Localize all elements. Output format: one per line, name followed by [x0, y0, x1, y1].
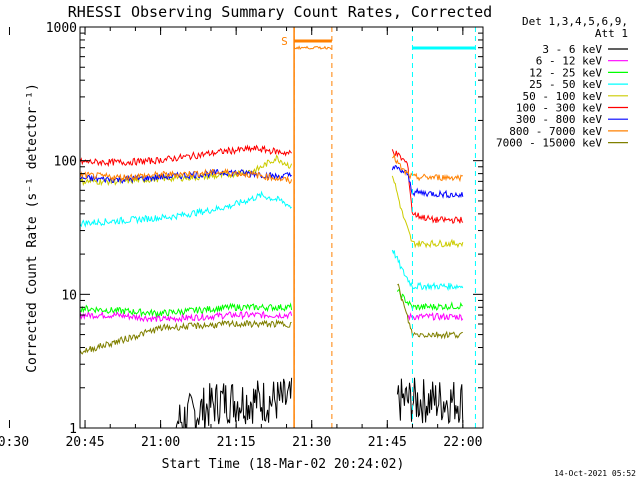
series-100-300-kev	[80, 144, 464, 224]
series-7000-15000-kev	[80, 283, 463, 355]
series-line	[391, 164, 464, 199]
x-tick-label: 21:30	[292, 435, 331, 450]
series-line	[397, 283, 463, 340]
series-line	[293, 45, 332, 50]
plot-frame	[79, 26, 484, 429]
series-6-12-kev	[80, 310, 464, 323]
x-tick-label: 22:00	[443, 435, 482, 450]
legend-entry-label: 300 - 800 keV	[516, 113, 602, 126]
y-tick-label: 1000	[46, 21, 77, 36]
legend-header: Att 1	[595, 27, 628, 40]
state-flag: S	[281, 35, 332, 48]
series-line	[391, 149, 464, 224]
x-tick-label: 20:30	[0, 435, 29, 450]
series-line	[391, 175, 464, 249]
x-tick-label: 21:45	[368, 435, 407, 450]
series-line	[175, 377, 293, 428]
series-line	[391, 249, 464, 292]
y-axis-label: Corrected Count Rate (s⁻¹ detector⁻¹)	[25, 83, 40, 373]
series-12-25-kev	[80, 289, 463, 319]
chart-title: RHESSI Observing Summary Count Rates, Co…	[68, 3, 492, 21]
legend-entry-label: 3 - 6 keV	[542, 43, 602, 56]
series-line	[391, 153, 464, 183]
series-line	[407, 311, 464, 322]
y-tick-label: 1	[69, 422, 77, 437]
x-tick-label: 20:45	[65, 435, 104, 450]
legend-entry-label: 25 - 50 keV	[529, 78, 602, 91]
legend-entry-label: 7000 - 15000 keV	[496, 137, 602, 150]
y-tick-label: 100	[54, 155, 77, 170]
series-line	[80, 302, 293, 319]
x-tick-label: 21:15	[217, 435, 256, 450]
x-axis-label: Start Time (18-Mar-02 20:24:02)	[162, 457, 405, 472]
x-tick-label: 21:00	[141, 435, 180, 450]
legend-header: Det 1,3,4,5,6,9,	[522, 15, 628, 28]
series-line	[396, 289, 463, 311]
legend-entry-label: 12 - 25 keV	[529, 66, 602, 79]
series-line	[80, 318, 292, 355]
legend-entry-label: 50 - 100 keV	[523, 90, 603, 103]
plot-contents: NS	[80, 27, 476, 428]
plot-area: NS	[80, 27, 476, 428]
series-line	[80, 190, 292, 228]
axis-ticks: 20:30 20:45 21:00 21:15 21:30 21:45 22:00 1 10 10…	[0, 21, 483, 450]
series-line	[80, 310, 293, 323]
legend-entry-label: 6 - 12 keV	[536, 55, 603, 68]
legend-entry-label: 100 - 300 keV	[516, 102, 602, 115]
y-tick-label: 10	[61, 288, 77, 303]
state-flag-label: S	[281, 35, 288, 48]
series-3-6-kev	[175, 377, 464, 428]
series-line	[80, 144, 292, 168]
generation-timestamp: 14-Oct-2021 05:52	[554, 469, 636, 478]
series-line	[396, 377, 464, 425]
series-25-50-kev	[80, 190, 464, 292]
legend-entry-label: 800 - 7000 keV	[509, 125, 602, 138]
